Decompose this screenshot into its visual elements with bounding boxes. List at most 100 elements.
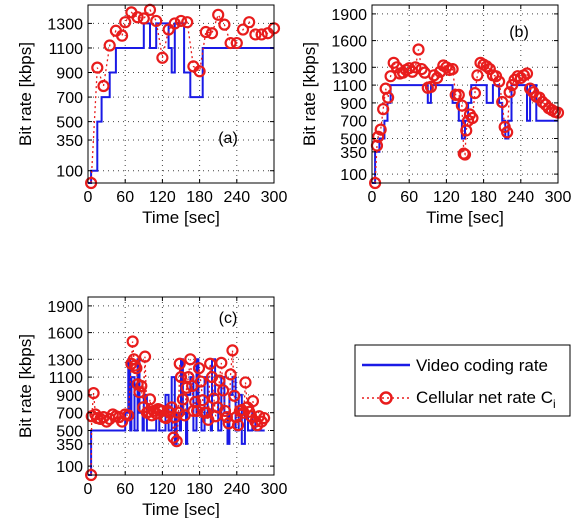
y-tick-label: 500 [56,115,83,132]
cellular-net-rate-point [246,395,260,408]
chart-panel-a: 0 60 120 180 240 30010035050070090011001300Ti… [16,3,287,227]
y-tick-label: 1600 [331,34,367,51]
cellular-net-rate-point [212,8,225,21]
cellular-net-rate-point [218,404,232,418]
panel-label: (c) [219,310,238,327]
cellular-net-rate-point [215,356,228,369]
y-tick-label: 1100 [49,370,84,387]
cellular-net-rate-point [199,25,212,39]
legend-video-label: Video coding rate [416,356,548,375]
panel-label: (a) [218,130,238,147]
y-tick-label: 900 [56,388,83,405]
y-tick-label: 1300 [331,60,367,77]
x-tick-label: 180 [186,481,213,498]
cellular-net-rate-point [412,43,425,56]
y-tick-label: 1900 [47,299,83,316]
cellular-net-rate-point [196,394,209,407]
cellular-net-rate-line [90,8,275,184]
cellular-net-rate-point [239,376,252,389]
cellular-net-rate-point [119,16,132,29]
y-tick-label: 700 [340,114,367,131]
y-tick-label: 1100 [333,78,368,95]
x-tick-label: 120 [433,189,460,206]
cellular-net-rate-point [130,362,143,375]
cellular-net-rate-point [217,384,230,397]
y-tick-label: 350 [56,133,83,150]
cellular-net-rate-point [97,79,110,93]
cellular-net-rate-point [455,99,468,112]
cellular-net-rate-point [218,18,231,31]
cellular-net-rate-point [452,88,465,101]
cellular-net-rate-point [382,91,395,104]
cellular-net-rate-point [249,28,262,41]
cellular-net-rate-point [150,14,163,28]
cellular-net-rate-point [415,62,428,76]
cellular-net-rate-point [91,61,104,74]
cellular-net-rate-point [468,87,482,100]
cellular-net-rate-point [243,16,256,29]
x-tick-label: 120 [149,481,176,498]
cellular-net-rate-point [193,65,206,78]
x-tick-label: 300 [261,481,288,498]
cellular-net-rate-point [403,62,416,75]
legend-cellular-label: Cellular net rate Ci [416,388,556,411]
legend: Video coding rate Cellular net rate Ci [354,344,571,417]
y-tick-label: 1100 [49,41,84,58]
x-tick-label: 0 [84,481,93,498]
plot-frame [87,296,275,476]
x-tick-label: 240 [507,189,534,206]
x-tick-label: 60 [116,481,134,498]
cellular-net-rate-point [520,67,534,80]
x-tick-label: 180 [470,189,497,206]
legend-box [354,344,571,417]
cellular-net-rate-point [458,148,472,161]
y-tick-label: 1300 [47,352,83,369]
cellular-net-rate-point [431,71,444,85]
plot-frame [371,4,559,184]
y-tick-label: 700 [56,90,83,107]
x-tick-label: 60 [116,189,134,206]
y-tick-label: 1300 [47,16,83,33]
cellular-net-rate-point [372,130,385,143]
y-tick-label: 900 [56,66,83,83]
cellular-net-rate-point [194,375,207,388]
cellular-net-rate-point [523,82,537,95]
cellular-net-rate-point [131,11,144,24]
cellular-net-rate-point [174,14,188,28]
cellular-net-rate-point [170,435,183,448]
cellular-net-rate-point [143,393,157,406]
y-axis-label: Bit rate [kbps] [16,42,35,146]
cellular-net-rate-point [204,357,217,370]
cellular-net-rate-point [536,95,549,109]
cellular-net-rate-point [174,371,188,384]
cellular-net-rate-point [503,86,516,99]
x-tick-label: 60 [400,189,418,206]
y-axis-label: Bit rate [kbps] [16,334,35,438]
x-tick-label: 240 [223,189,250,206]
x-axis-label: Time [sec] [142,500,220,518]
cellular-net-rate-point [446,62,459,76]
y-tick-label: 100 [340,167,367,184]
cellular-net-rate-point [466,111,479,125]
cellular-net-rate-point [224,368,237,381]
cellular-net-rate-point [176,393,189,406]
cellular-net-rate-point [374,123,387,136]
cellular-net-rate-point [427,69,441,82]
panel-label: (b) [509,24,529,41]
cellular-net-rate-point [168,17,181,30]
x-tick-label: 180 [186,189,213,206]
cellular-net-rate-point [137,12,150,25]
y-tick-label: 500 [56,424,83,441]
cellular-net-rate-point [138,350,152,363]
video-coding-rate-line [88,22,274,184]
y-tick-label: 700 [56,406,83,423]
cellular-net-rate-point [257,411,271,425]
cellular-net-rate-point [122,409,135,422]
cellular-net-rate-point [493,75,506,88]
legend-cellular-marker-swatch [379,391,393,405]
cellular-net-rate-point [224,36,237,50]
x-axis-label: Time [sec] [142,208,220,227]
cellular-net-rate-point [230,36,243,50]
